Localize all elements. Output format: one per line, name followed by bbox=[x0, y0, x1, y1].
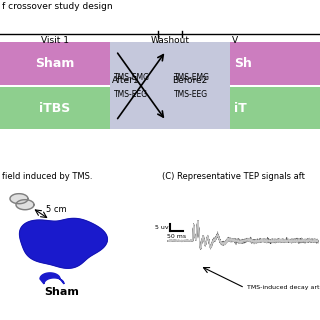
Text: Sham: Sham bbox=[44, 287, 79, 297]
Polygon shape bbox=[16, 200, 34, 210]
Text: Washout: Washout bbox=[150, 36, 189, 45]
Text: TMS-EMG: TMS-EMG bbox=[174, 73, 210, 82]
Text: f crossover study design: f crossover study design bbox=[2, 2, 113, 11]
Bar bbox=[0, 42, 110, 85]
Polygon shape bbox=[20, 219, 107, 268]
Text: Sh: Sh bbox=[234, 57, 252, 70]
Text: 5 uv: 5 uv bbox=[156, 225, 169, 230]
Polygon shape bbox=[10, 194, 28, 204]
Text: (C) Representative TEP signals aft: (C) Representative TEP signals aft bbox=[162, 172, 305, 180]
Text: TMS-induced decay art: TMS-induced decay art bbox=[247, 285, 319, 291]
Text: TMS-EEG: TMS-EEG bbox=[174, 90, 208, 99]
Text: Visit 1: Visit 1 bbox=[41, 36, 69, 45]
Text: V: V bbox=[232, 36, 238, 45]
Bar bbox=[110, 42, 230, 129]
Text: Before2: Before2 bbox=[172, 76, 207, 85]
Bar bbox=[230, 42, 320, 85]
Text: iT: iT bbox=[234, 102, 247, 115]
Text: Sham: Sham bbox=[35, 57, 75, 70]
Text: iTBS: iTBS bbox=[39, 102, 71, 115]
Text: 50 ms: 50 ms bbox=[167, 234, 186, 239]
Bar bbox=[230, 87, 320, 129]
Text: 5 cm: 5 cm bbox=[46, 205, 67, 214]
Text: TMS-EMG: TMS-EMG bbox=[114, 73, 150, 82]
Text: After1: After1 bbox=[112, 76, 140, 85]
Text: field induced by TMS.: field induced by TMS. bbox=[2, 172, 92, 180]
Text: TMS-EEG: TMS-EEG bbox=[114, 90, 148, 99]
Polygon shape bbox=[40, 273, 64, 284]
Bar bbox=[0, 87, 110, 129]
